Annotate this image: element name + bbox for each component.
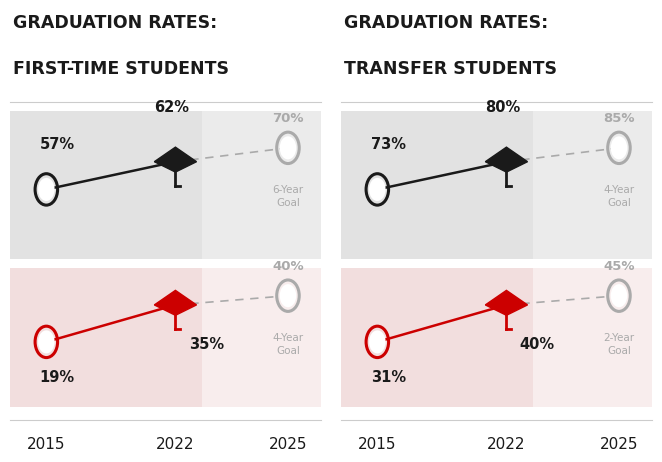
Polygon shape [154, 290, 197, 315]
Text: 2025: 2025 [269, 437, 307, 451]
Text: 57%: 57% [40, 138, 75, 152]
Text: 40%: 40% [272, 260, 304, 273]
Text: 80%: 80% [485, 101, 521, 116]
Circle shape [38, 178, 54, 201]
Text: GRADUATION RATES:: GRADUATION RATES: [344, 14, 549, 32]
Text: 70%: 70% [272, 112, 304, 125]
Circle shape [611, 284, 628, 307]
Text: 62%: 62% [155, 101, 189, 116]
Text: 45%: 45% [603, 260, 635, 273]
Circle shape [38, 330, 54, 353]
Text: FIRST-TIME STUDENTS: FIRST-TIME STUDENTS [13, 60, 229, 78]
Bar [202, 111, 321, 259]
Text: 2015: 2015 [358, 437, 397, 451]
Text: 31%: 31% [371, 370, 406, 384]
Text: 19%: 19% [40, 370, 75, 384]
Bar [533, 268, 652, 407]
Text: 2015: 2015 [27, 437, 66, 451]
Text: 2022: 2022 [487, 437, 526, 451]
Text: 40%: 40% [520, 337, 555, 352]
Bar [341, 111, 533, 259]
Text: 4-Year
Goal: 4-Year Goal [603, 185, 635, 208]
Text: 2022: 2022 [156, 437, 195, 451]
Polygon shape [485, 290, 528, 315]
Polygon shape [154, 147, 197, 172]
Text: 2025: 2025 [600, 437, 638, 451]
Bar [10, 268, 202, 407]
Circle shape [611, 136, 628, 159]
Circle shape [369, 178, 385, 201]
Bar [533, 111, 652, 259]
Text: 73%: 73% [371, 138, 406, 152]
Bar [341, 268, 533, 407]
Text: 6-Year
Goal: 6-Year Goal [272, 185, 304, 208]
Bar [202, 268, 321, 407]
Polygon shape [485, 147, 528, 172]
Circle shape [279, 136, 296, 159]
Text: 35%: 35% [189, 337, 224, 352]
Text: GRADUATION RATES:: GRADUATION RATES: [13, 14, 218, 32]
Bar [10, 111, 202, 259]
Circle shape [279, 284, 296, 307]
Text: 2-Year
Goal: 2-Year Goal [603, 333, 635, 356]
Circle shape [369, 330, 385, 353]
Text: 4-Year
Goal: 4-Year Goal [272, 333, 304, 356]
Text: 85%: 85% [603, 112, 635, 125]
Text: TRANSFER STUDENTS: TRANSFER STUDENTS [344, 60, 557, 78]
